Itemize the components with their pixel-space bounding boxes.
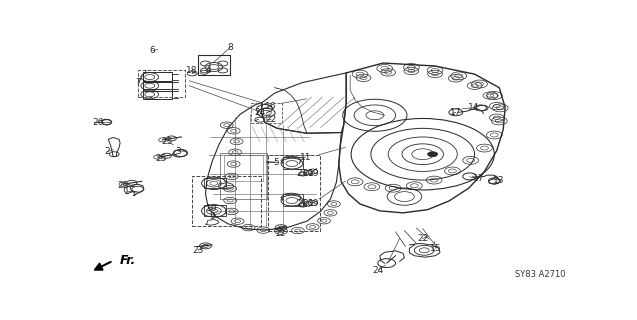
Text: 25: 25 [155, 154, 167, 163]
Bar [143, 81, 173, 91]
Text: 5: 5 [273, 157, 279, 167]
Text: 26: 26 [93, 118, 104, 127]
Text: 15: 15 [431, 244, 442, 253]
Circle shape [427, 152, 438, 157]
Text: 4: 4 [205, 67, 211, 76]
Polygon shape [92, 260, 110, 271]
Text: Fr.: Fr. [120, 254, 136, 267]
Text: 18: 18 [187, 66, 198, 75]
Text: 23: 23 [192, 246, 204, 255]
Bar [252, 103, 282, 123]
Text: 13: 13 [492, 176, 504, 185]
Text: 19: 19 [308, 169, 319, 179]
Text: 19: 19 [308, 199, 319, 209]
Text: 22: 22 [417, 234, 428, 243]
Text: 16: 16 [266, 102, 277, 111]
Bar [220, 153, 268, 198]
Text: 2: 2 [104, 147, 110, 156]
Bar [192, 176, 261, 226]
Text: 24: 24 [373, 266, 384, 275]
Text: 9: 9 [209, 212, 215, 221]
Text: 7: 7 [135, 78, 141, 87]
Bar [204, 178, 226, 188]
Text: 25: 25 [117, 181, 129, 190]
Text: 25: 25 [162, 137, 173, 146]
Text: 21: 21 [296, 169, 308, 179]
Text: 20: 20 [302, 199, 313, 209]
Text: 17: 17 [473, 174, 484, 183]
Text: 1: 1 [124, 187, 129, 196]
Bar [143, 72, 173, 82]
Bar [138, 70, 185, 97]
Text: 6: 6 [150, 46, 155, 55]
Bar [283, 194, 303, 206]
Bar [198, 55, 230, 75]
Text: 10: 10 [206, 204, 218, 213]
Text: 14: 14 [468, 103, 479, 112]
Text: 21: 21 [296, 199, 308, 209]
Text: SY83 A2710: SY83 A2710 [515, 270, 566, 279]
Bar [143, 89, 173, 99]
Bar [224, 155, 263, 181]
Bar [283, 157, 303, 169]
Text: 11: 11 [300, 153, 311, 162]
Bar [204, 205, 226, 216]
Text: 20: 20 [302, 169, 313, 179]
Text: 22: 22 [266, 115, 277, 124]
Text: 8: 8 [227, 43, 233, 52]
Text: 24: 24 [254, 108, 266, 117]
Text: 17: 17 [450, 108, 462, 117]
Text: 12: 12 [275, 228, 287, 237]
Text: 3: 3 [175, 147, 182, 156]
Bar [268, 155, 320, 231]
